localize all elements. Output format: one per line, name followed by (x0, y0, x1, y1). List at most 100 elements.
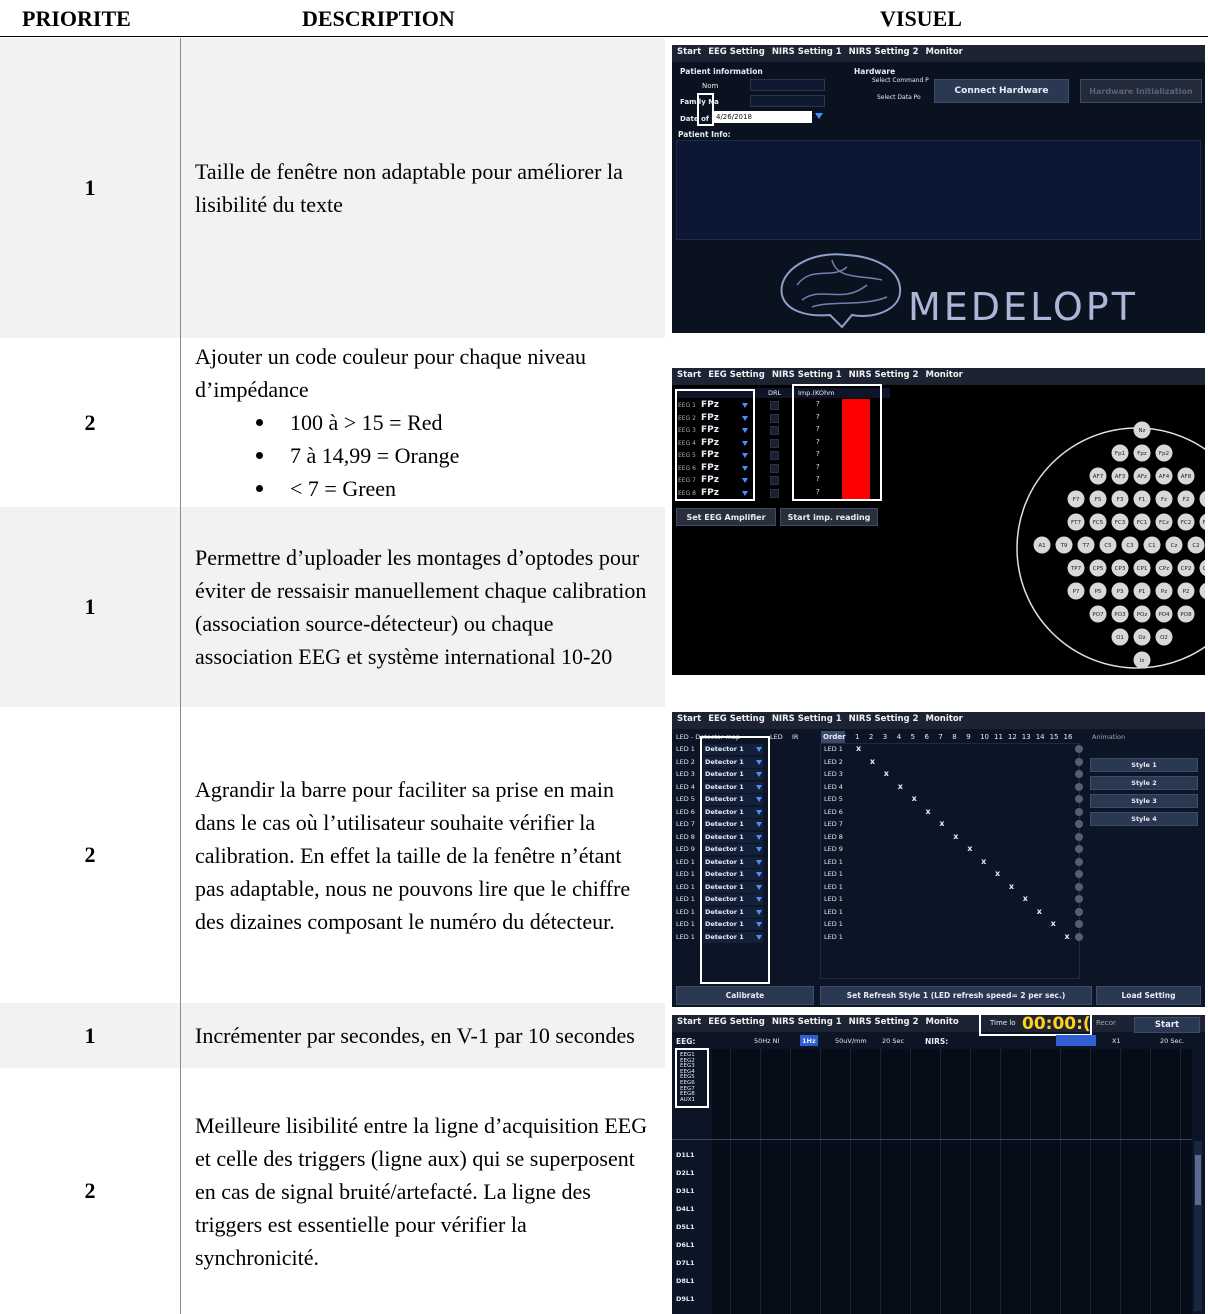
channel: D2L1 (676, 1169, 695, 1177)
detector: Detector 1 (705, 882, 744, 891)
column-header: IR (792, 733, 799, 741)
order-led: LED 5 (824, 795, 843, 803)
electrode-label: AF7 (1093, 474, 1104, 480)
scrollbar (1194, 1141, 1202, 1311)
tab[interactable]: NIRS Setting 2 (848, 47, 919, 57)
brain-folds (796, 259, 888, 308)
led: LED 6 (676, 807, 695, 816)
electrode-label: FT7 (1071, 520, 1081, 526)
button[interactable]: Hardware Initialization (1080, 79, 1202, 103)
electrode-site (1199, 583, 1205, 599)
channel: D8L1 (676, 1277, 695, 1285)
order-number: 4 (896, 733, 902, 741)
button[interactable]: Style 1 (1090, 758, 1198, 772)
button[interactable]: Start (1134, 1017, 1200, 1033)
status-dot (1075, 757, 1083, 766)
label: 50uV/mm (835, 1037, 867, 1045)
button[interactable]: Set EEG Amplifier (676, 508, 776, 526)
dropdown-arrow (756, 809, 762, 815)
text-area (676, 140, 1201, 240)
dropdown-arrow (756, 922, 762, 927)
scroll-thumb (1195, 1155, 1201, 1205)
channel: EEG 3 (678, 427, 696, 434)
electrode-site (1155, 559, 1173, 577)
label: 20 Sec (882, 1037, 905, 1045)
electrode-site (1133, 605, 1151, 623)
electrode-label: FC4 (1203, 520, 1205, 526)
button[interactable]: Load Setting (1096, 986, 1201, 1005)
label: X1 (1112, 1037, 1121, 1045)
tab[interactable]: Monitor (925, 714, 963, 724)
button[interactable]: Style 3 (1090, 794, 1198, 808)
electrode-label: C2 (1192, 543, 1199, 549)
tab[interactable]: Start (677, 1017, 702, 1027)
electrode-site (1133, 651, 1151, 669)
checkbox (770, 476, 779, 485)
button[interactable]: Style 4 (1090, 812, 1198, 826)
tab[interactable]: Start (677, 47, 702, 57)
priority: 1 (84, 1022, 96, 1048)
tab[interactable]: NIRS Setting 1 (771, 370, 842, 380)
dropdown-arrow (756, 772, 762, 777)
button[interactable]: Calibrate (676, 986, 814, 1005)
tab[interactable]: NIRS Setting 2 (848, 714, 919, 724)
button[interactable]: Start imp. reading (780, 508, 878, 526)
button[interactable]: Connect Hardware (934, 79, 1069, 103)
electrode-label: POz (1137, 612, 1148, 618)
order-mark: x (1022, 894, 1028, 903)
tab[interactable]: EEG Setting (708, 1017, 765, 1027)
order-led: LED 3 (824, 770, 843, 778)
tab[interactable]: NIRS Setting 1 (771, 714, 842, 724)
tab[interactable]: Monitor (925, 370, 963, 380)
tab[interactable]: NIRS Setting 1 (771, 1017, 842, 1027)
grid-line (880, 1049, 881, 1314)
tab[interactable]: Start (677, 714, 702, 724)
button[interactable]: Style 2 (1090, 776, 1198, 790)
dropdown-arrow (756, 834, 762, 840)
led: LED 1 (676, 907, 695, 916)
electrode-site (1111, 513, 1129, 531)
electrode-site (1155, 582, 1173, 600)
electrode-label: CP5 (1093, 566, 1104, 572)
electrode-site (1133, 582, 1151, 600)
electrode-site (1111, 490, 1129, 508)
grid-line (1090, 1049, 1091, 1314)
tab[interactable]: EEG Setting (708, 370, 765, 380)
order-mark: x (1050, 919, 1056, 928)
tab[interactable]: EEG Setting (708, 47, 765, 57)
reading: ? (816, 437, 820, 446)
table-row: 1 Incrémenter par secondes, en V-1 par 10… (0, 1003, 665, 1068)
electrode-label: Fp1 (1115, 451, 1125, 457)
checkbox (770, 413, 779, 423)
header-description: DESCRIPTION (302, 6, 455, 31)
table-row: 2 Meilleure lisibilité entre la ligne d’a… (0, 1068, 665, 1314)
column-header: Order (823, 733, 846, 741)
description: Agrandir la barre pour faciliter sa pris… (195, 776, 631, 934)
tab[interactable]: Monito (925, 1017, 959, 1027)
grid-line (910, 1049, 911, 1314)
electrode-site (1089, 490, 1107, 508)
status-dot (1075, 745, 1083, 753)
label: Time lo (990, 1019, 1016, 1027)
tab[interactable]: NIRS Setting 2 (848, 370, 919, 380)
table-row: 1 Permettre d’uploader les montages d’opt… (0, 507, 665, 707)
led: LED 9 (676, 845, 695, 853)
led: LED 5 (676, 795, 695, 803)
highlight (800, 1035, 818, 1046)
detector-select (703, 856, 763, 868)
electrode-label: CP3 (1115, 566, 1126, 572)
tab[interactable]: EEG Setting (708, 714, 765, 724)
priority: 2 (84, 409, 96, 435)
priority: 1 (84, 594, 96, 619)
column-header: LED (770, 733, 783, 741)
date: 4/26/2018 (716, 113, 752, 121)
order-led: LED 1 (824, 882, 843, 891)
tab[interactable]: NIRS Setting 1 (771, 47, 842, 57)
electrode-label: FC1 (1137, 520, 1148, 526)
tab[interactable]: Start (677, 370, 702, 380)
tab[interactable]: NIRS Setting 2 (848, 1017, 919, 1027)
channel: EEG 2 (678, 414, 696, 422)
tab[interactable]: Monitor (925, 47, 963, 57)
button[interactable]: Set Refresh Style 1 (LED refresh speed= … (820, 986, 1092, 1005)
detector-select (703, 781, 763, 793)
